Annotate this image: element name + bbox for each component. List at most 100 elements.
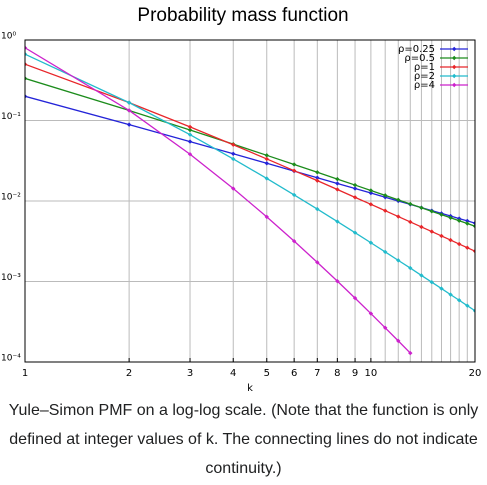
caption: Yule–Simon PMF on a log-log scale. (Note…	[8, 402, 479, 477]
data-point	[419, 205, 424, 210]
data-point	[456, 241, 462, 247]
data-point	[231, 142, 236, 147]
data-point	[408, 201, 413, 207]
data-point	[382, 249, 388, 255]
data-point	[352, 195, 358, 200]
y-tick-label: 10⁻³	[1, 273, 21, 283]
data-point	[264, 161, 269, 166]
series-line	[25, 95, 475, 224]
x-tick-label: 2	[126, 368, 132, 379]
data-point	[439, 286, 444, 291]
data-point	[382, 208, 388, 213]
data-point	[187, 132, 193, 137]
legend-label: ρ=4	[414, 80, 435, 91]
data-point	[315, 175, 320, 180]
series-line	[25, 53, 475, 312]
plot-frame	[24, 39, 476, 363]
data-point	[382, 193, 388, 198]
x-tick-label: 4	[230, 368, 236, 379]
y-tick-label: 10⁻¹	[1, 112, 21, 122]
data-point	[465, 303, 470, 308]
data-point	[419, 273, 424, 278]
data-point	[187, 127, 193, 133]
data-point	[456, 298, 462, 303]
legend-label: ρ=2	[414, 71, 435, 82]
x-tick-label: 9	[352, 368, 358, 379]
data-point	[448, 237, 453, 243]
data-point	[25, 62, 28, 67]
y-tick-label: 10⁻²	[1, 193, 21, 203]
data-point	[439, 233, 444, 239]
legend-label: ρ=1	[414, 62, 435, 73]
x-tick-label: 1	[22, 368, 28, 379]
data-point	[465, 245, 470, 250]
data-point	[368, 311, 374, 316]
data-point	[126, 100, 132, 105]
data-point	[448, 215, 453, 220]
data-point	[352, 295, 358, 301]
data-point	[396, 197, 401, 203]
data-point	[408, 265, 413, 271]
x-tick-label: 10	[365, 368, 378, 379]
data-point	[335, 278, 340, 284]
data-point	[291, 192, 297, 198]
legend-marker	[452, 64, 457, 70]
legend-marker	[452, 73, 457, 79]
data-point	[396, 214, 401, 219]
data-point	[396, 258, 401, 263]
data-point	[25, 94, 28, 99]
data-point	[231, 156, 236, 162]
data-point	[408, 219, 413, 225]
data-point	[25, 76, 28, 81]
data-point	[231, 151, 236, 156]
data-point	[126, 122, 132, 127]
data-point	[465, 221, 470, 226]
data-point	[368, 202, 374, 207]
legend-marker	[452, 82, 457, 88]
data-point	[126, 108, 132, 113]
data-point	[315, 170, 320, 175]
legend-marker	[452, 55, 457, 61]
chart-title: Probability mass function	[137, 5, 348, 26]
data-point	[25, 45, 28, 51]
data-point	[472, 220, 475, 226]
data-point	[368, 188, 374, 193]
data-point	[335, 187, 340, 192]
data-point	[472, 224, 475, 229]
data-point	[368, 190, 374, 196]
y-tick-label: 10⁰	[1, 32, 16, 42]
y-tick-label: 10⁻⁴	[1, 354, 21, 364]
data-point	[429, 280, 434, 285]
x-tick-label: 3	[187, 368, 193, 379]
data-point	[456, 218, 462, 223]
data-point	[352, 182, 358, 188]
data-point	[187, 139, 193, 144]
data-point	[315, 206, 320, 212]
x-tick-label: 6	[291, 368, 297, 379]
data-point	[335, 219, 340, 224]
data-point	[429, 209, 434, 214]
x-tick-label: 7	[314, 368, 320, 379]
data-point	[408, 350, 413, 356]
legend-label: ρ=0.5	[404, 53, 435, 64]
legend-marker	[452, 46, 457, 52]
series-line	[25, 47, 411, 354]
data-point	[264, 153, 269, 158]
x-axis-label: k	[247, 383, 253, 394]
series-line	[25, 63, 475, 252]
x-tick-label: 20	[469, 368, 482, 379]
data-point	[439, 212, 444, 217]
x-tick-label: 8	[334, 368, 340, 379]
data-point	[419, 224, 424, 230]
data-point	[187, 124, 193, 130]
data-point	[264, 156, 269, 162]
data-point	[465, 218, 470, 224]
data-point	[264, 176, 269, 181]
chart: Probability mass function k 10⁰ 10⁻¹ 10⁻² 1…	[1, 5, 482, 394]
legend-label: ρ=0.25	[398, 44, 435, 55]
data-point	[291, 168, 297, 173]
data-point	[315, 260, 320, 265]
data-point	[291, 238, 297, 244]
data-point	[335, 181, 340, 186]
